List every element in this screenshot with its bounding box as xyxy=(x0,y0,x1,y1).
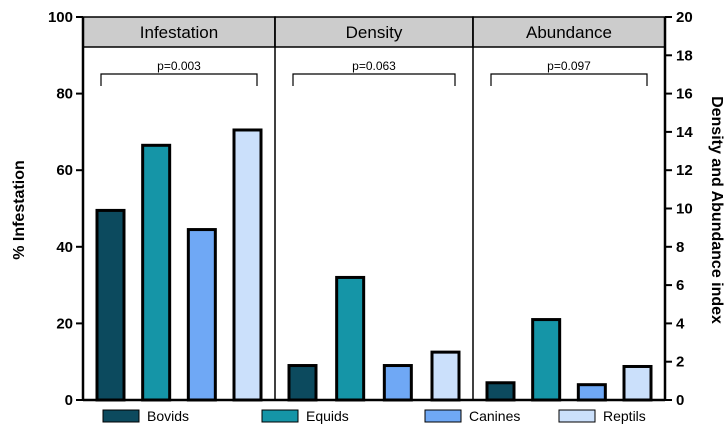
legend-label-reptils: Reptils xyxy=(603,408,646,424)
panel-header-density xyxy=(274,16,474,48)
legend-swatch-bovids xyxy=(102,409,140,423)
bar-density-equids xyxy=(335,275,366,402)
left-tick-label: 0 xyxy=(65,392,73,409)
bar-infestation-canines xyxy=(186,228,217,402)
panel-headers: Infestation Density Abundance xyxy=(82,16,666,48)
right-tick-label: 6 xyxy=(676,277,684,294)
left-axis-ticks: 0 20 40 60 80 100 xyxy=(48,9,83,409)
bracket-abundance xyxy=(490,73,648,86)
bar-density-canines xyxy=(382,364,413,402)
bracket-infestation xyxy=(100,73,258,86)
bar-infestation-reptils xyxy=(232,128,263,402)
right-tick-label: 18 xyxy=(676,47,693,64)
significance-brackets: p=0.003 p=0.063 p=0.097 xyxy=(100,59,648,86)
panel-title-abundance: Abundance xyxy=(526,23,612,42)
legend-swatch-canines xyxy=(424,409,462,423)
right-tick-label: 4 xyxy=(676,315,685,332)
legend-swatch-reptils xyxy=(558,409,596,423)
left-tick-label: 20 xyxy=(56,315,73,332)
bar-infestation-equids xyxy=(141,143,172,402)
right-axis-title: Density and Abundance index xyxy=(708,96,725,324)
bar-abundance-equids xyxy=(531,318,562,402)
left-tick-label: 60 xyxy=(56,162,73,179)
right-tick-label: 2 xyxy=(676,354,684,371)
legend-label-equids: Equids xyxy=(306,408,349,424)
pvalue-density: p=0.063 xyxy=(352,59,396,73)
panel-title-density: Density xyxy=(346,23,403,42)
bar-abundance-bovids xyxy=(485,381,516,402)
pvalue-abundance: p=0.097 xyxy=(547,59,591,73)
legend-label-canines: Canines xyxy=(469,408,520,424)
panel-title-infestation: Infestation xyxy=(140,23,218,42)
legend: Bovids Equids Canines Reptils xyxy=(102,408,646,424)
right-tick-label: 20 xyxy=(676,9,693,26)
right-tick-label: 8 xyxy=(676,239,684,256)
right-tick-label: 0 xyxy=(676,392,684,409)
right-axis-ticks: 0 2 4 6 8 10 12 14 16 18 20 xyxy=(665,9,693,409)
right-tick-label: 14 xyxy=(676,124,693,141)
right-tick-label: 16 xyxy=(676,86,693,103)
bar-density-bovids xyxy=(287,364,318,402)
right-tick-label: 12 xyxy=(676,162,693,179)
bar-density-reptils xyxy=(430,350,461,402)
bracket-density xyxy=(292,73,456,86)
left-axis-title: % Infestation xyxy=(11,160,28,260)
bar-infestation-bovids xyxy=(95,208,126,402)
bar-abundance-reptils xyxy=(622,364,653,402)
legend-swatch-equids xyxy=(261,409,299,423)
bars xyxy=(95,128,653,402)
left-tick-label: 100 xyxy=(48,9,73,26)
left-tick-label: 80 xyxy=(56,86,73,103)
legend-label-bovids: Bovids xyxy=(147,408,189,424)
left-tick-label: 40 xyxy=(56,239,73,256)
pvalue-infestation: p=0.003 xyxy=(157,59,201,73)
bar-abundance-canines xyxy=(576,383,607,402)
panel-header-abundance xyxy=(472,16,666,48)
right-tick-label: 10 xyxy=(676,201,693,218)
